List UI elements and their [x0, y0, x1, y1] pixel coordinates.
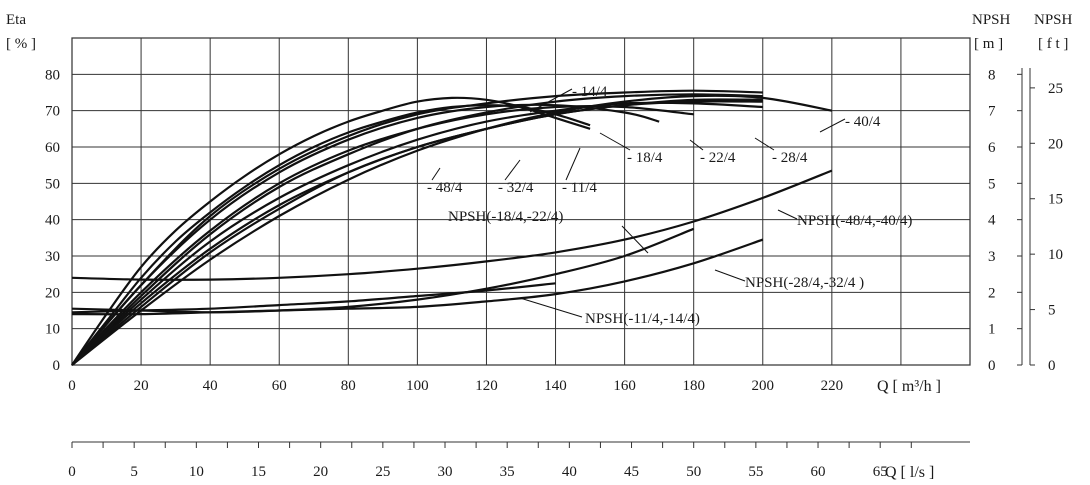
x2-tick-label: 35: [500, 464, 515, 480]
plot-frame: [71, 37, 971, 366]
annotation-leader: [504, 159, 521, 181]
x2-tick-label: 25: [375, 464, 390, 480]
annotation-leader: [621, 225, 649, 254]
x2-tick-label: 40: [562, 464, 577, 480]
x2-tick-label: 45: [624, 464, 639, 480]
curve-annotation: - 28/4: [772, 150, 808, 166]
curve-annotation: - 14/4: [572, 84, 608, 100]
x-tick-label: 120: [475, 378, 498, 394]
chart-grid: [71, 37, 971, 366]
npsh-curve: [71, 169, 833, 281]
npsh-m-tick-label: 7: [988, 104, 996, 120]
eta-tick-label: 40: [45, 213, 60, 229]
x-tick-label: 220: [821, 378, 844, 394]
npsh-m-tick-label: 6: [988, 140, 996, 156]
npsh-ft-tick-label: 20: [1048, 136, 1063, 152]
annotation-leader: [565, 147, 581, 181]
npsh-m-tick-label: 5: [988, 176, 996, 192]
x-tick-label: 80: [341, 378, 356, 394]
npsh-m-tick-label: 4: [988, 213, 996, 229]
x2-axis-title: Q [ l/s ]: [885, 464, 934, 481]
eta-tick-label: 30: [45, 249, 60, 265]
eta-tick-label: 80: [45, 67, 60, 83]
npsh-curve: [71, 227, 695, 314]
x2-tick-label: 50: [686, 464, 701, 480]
x2-tick-label: 60: [811, 464, 826, 480]
curve-annotation: NPSH(-28/4,-32/4 ): [745, 275, 864, 291]
npsh-m-tick-label: 3: [988, 249, 996, 265]
annotation-leader: [754, 137, 775, 151]
x2-tick-label: 20: [313, 464, 328, 480]
npsh-ft-tick-label: 15: [1048, 192, 1063, 208]
x-tick-label: 40: [203, 378, 218, 394]
npsh-ft-tick-label: 0: [1048, 358, 1056, 374]
curve-annotation: - 40/4: [845, 114, 881, 130]
x-tick-label: 200: [752, 378, 775, 394]
eta-tick-label: 10: [45, 322, 60, 338]
curve-annotation: - 32/4: [498, 180, 534, 196]
x-tick-label: 60: [272, 378, 287, 394]
x-tick-label: 0: [68, 378, 76, 394]
x-axis-title: Q [ m³/h ]: [877, 378, 941, 395]
x2-tick-label: 10: [189, 464, 204, 480]
npsh-ft-tick-label: 5: [1048, 303, 1056, 319]
efficiency-curve: [71, 94, 833, 366]
npsh-m-tick-label: 8: [988, 67, 996, 83]
eta-tick-label: 60: [45, 140, 60, 156]
curve-annotation: - 22/4: [700, 150, 736, 166]
curve-annotation: NPSH(-18/4,-22/4): [448, 209, 563, 225]
curve-annotation: - 48/4: [427, 180, 463, 196]
x2-tick-label: 15: [251, 464, 266, 480]
efficiency-curve: [71, 100, 763, 366]
efficiency-curve: [71, 89, 763, 366]
npsh-m-tick-label: 1: [988, 322, 996, 338]
x2-tick-label: 5: [130, 464, 138, 480]
efficiency-curve: [71, 96, 591, 366]
npsh-m-tick-label: 0: [988, 358, 996, 374]
eta-axis-unit: [ % ]: [6, 36, 36, 52]
efficiency-curve: [71, 93, 763, 366]
x-tick-label: 140: [544, 378, 567, 394]
eta-tick-label: 20: [45, 285, 60, 301]
npsh-m-axis-title: NPSH: [972, 12, 1011, 28]
curve-annotation: NPSH(-11/4,-14/4): [585, 311, 700, 327]
eta-axis-title: Eta: [6, 12, 26, 28]
curve-annotation: - 18/4: [627, 150, 663, 166]
npsh-ft-axis-unit: [ f t ]: [1038, 36, 1068, 52]
x-tick-label: 160: [613, 378, 636, 394]
annotation-leader: [519, 297, 583, 318]
x2-tick-label: 55: [748, 464, 763, 480]
x2-tick-label: 30: [438, 464, 453, 480]
annotation-leader: [689, 139, 704, 151]
npsh-ft-tick-label: 10: [1048, 247, 1063, 263]
annotation-leader: [529, 88, 573, 113]
npsh-m-axis-unit: [ m ]: [974, 36, 1003, 52]
x2-tick-label: 65: [873, 464, 888, 480]
npsh-curve: [71, 238, 764, 316]
annotation-leader: [599, 132, 631, 151]
curve-annotation: NPSH(-48/4,-40/4): [797, 213, 912, 229]
npsh-ft-axis-title: NPSH: [1034, 12, 1073, 28]
chart-curves: [71, 89, 833, 366]
eta-tick-label: 70: [45, 104, 60, 120]
curve-annotation: - 11/4: [562, 180, 597, 196]
annotation-leader: [819, 118, 846, 133]
x-tick-label: 20: [134, 378, 149, 394]
eta-tick-label: 50: [45, 176, 60, 192]
annotation-leader: [777, 209, 798, 220]
x-tick-label: 180: [682, 378, 705, 394]
annotation-leader: [714, 269, 746, 282]
npsh-m-tick-label: 2: [988, 285, 996, 301]
chart-labels: - 14/4 - 40/4 - 18/4 - 22/4 - 28/4 - 48/4 - 32…: [427, 84, 912, 327]
npsh-ft-tick-label: 25: [1048, 81, 1063, 97]
annotation-leader: [431, 167, 441, 181]
x2-tick-label: 0: [68, 464, 76, 480]
x-tick-label: 100: [406, 378, 429, 394]
eta-tick-label: 0: [53, 358, 61, 374]
